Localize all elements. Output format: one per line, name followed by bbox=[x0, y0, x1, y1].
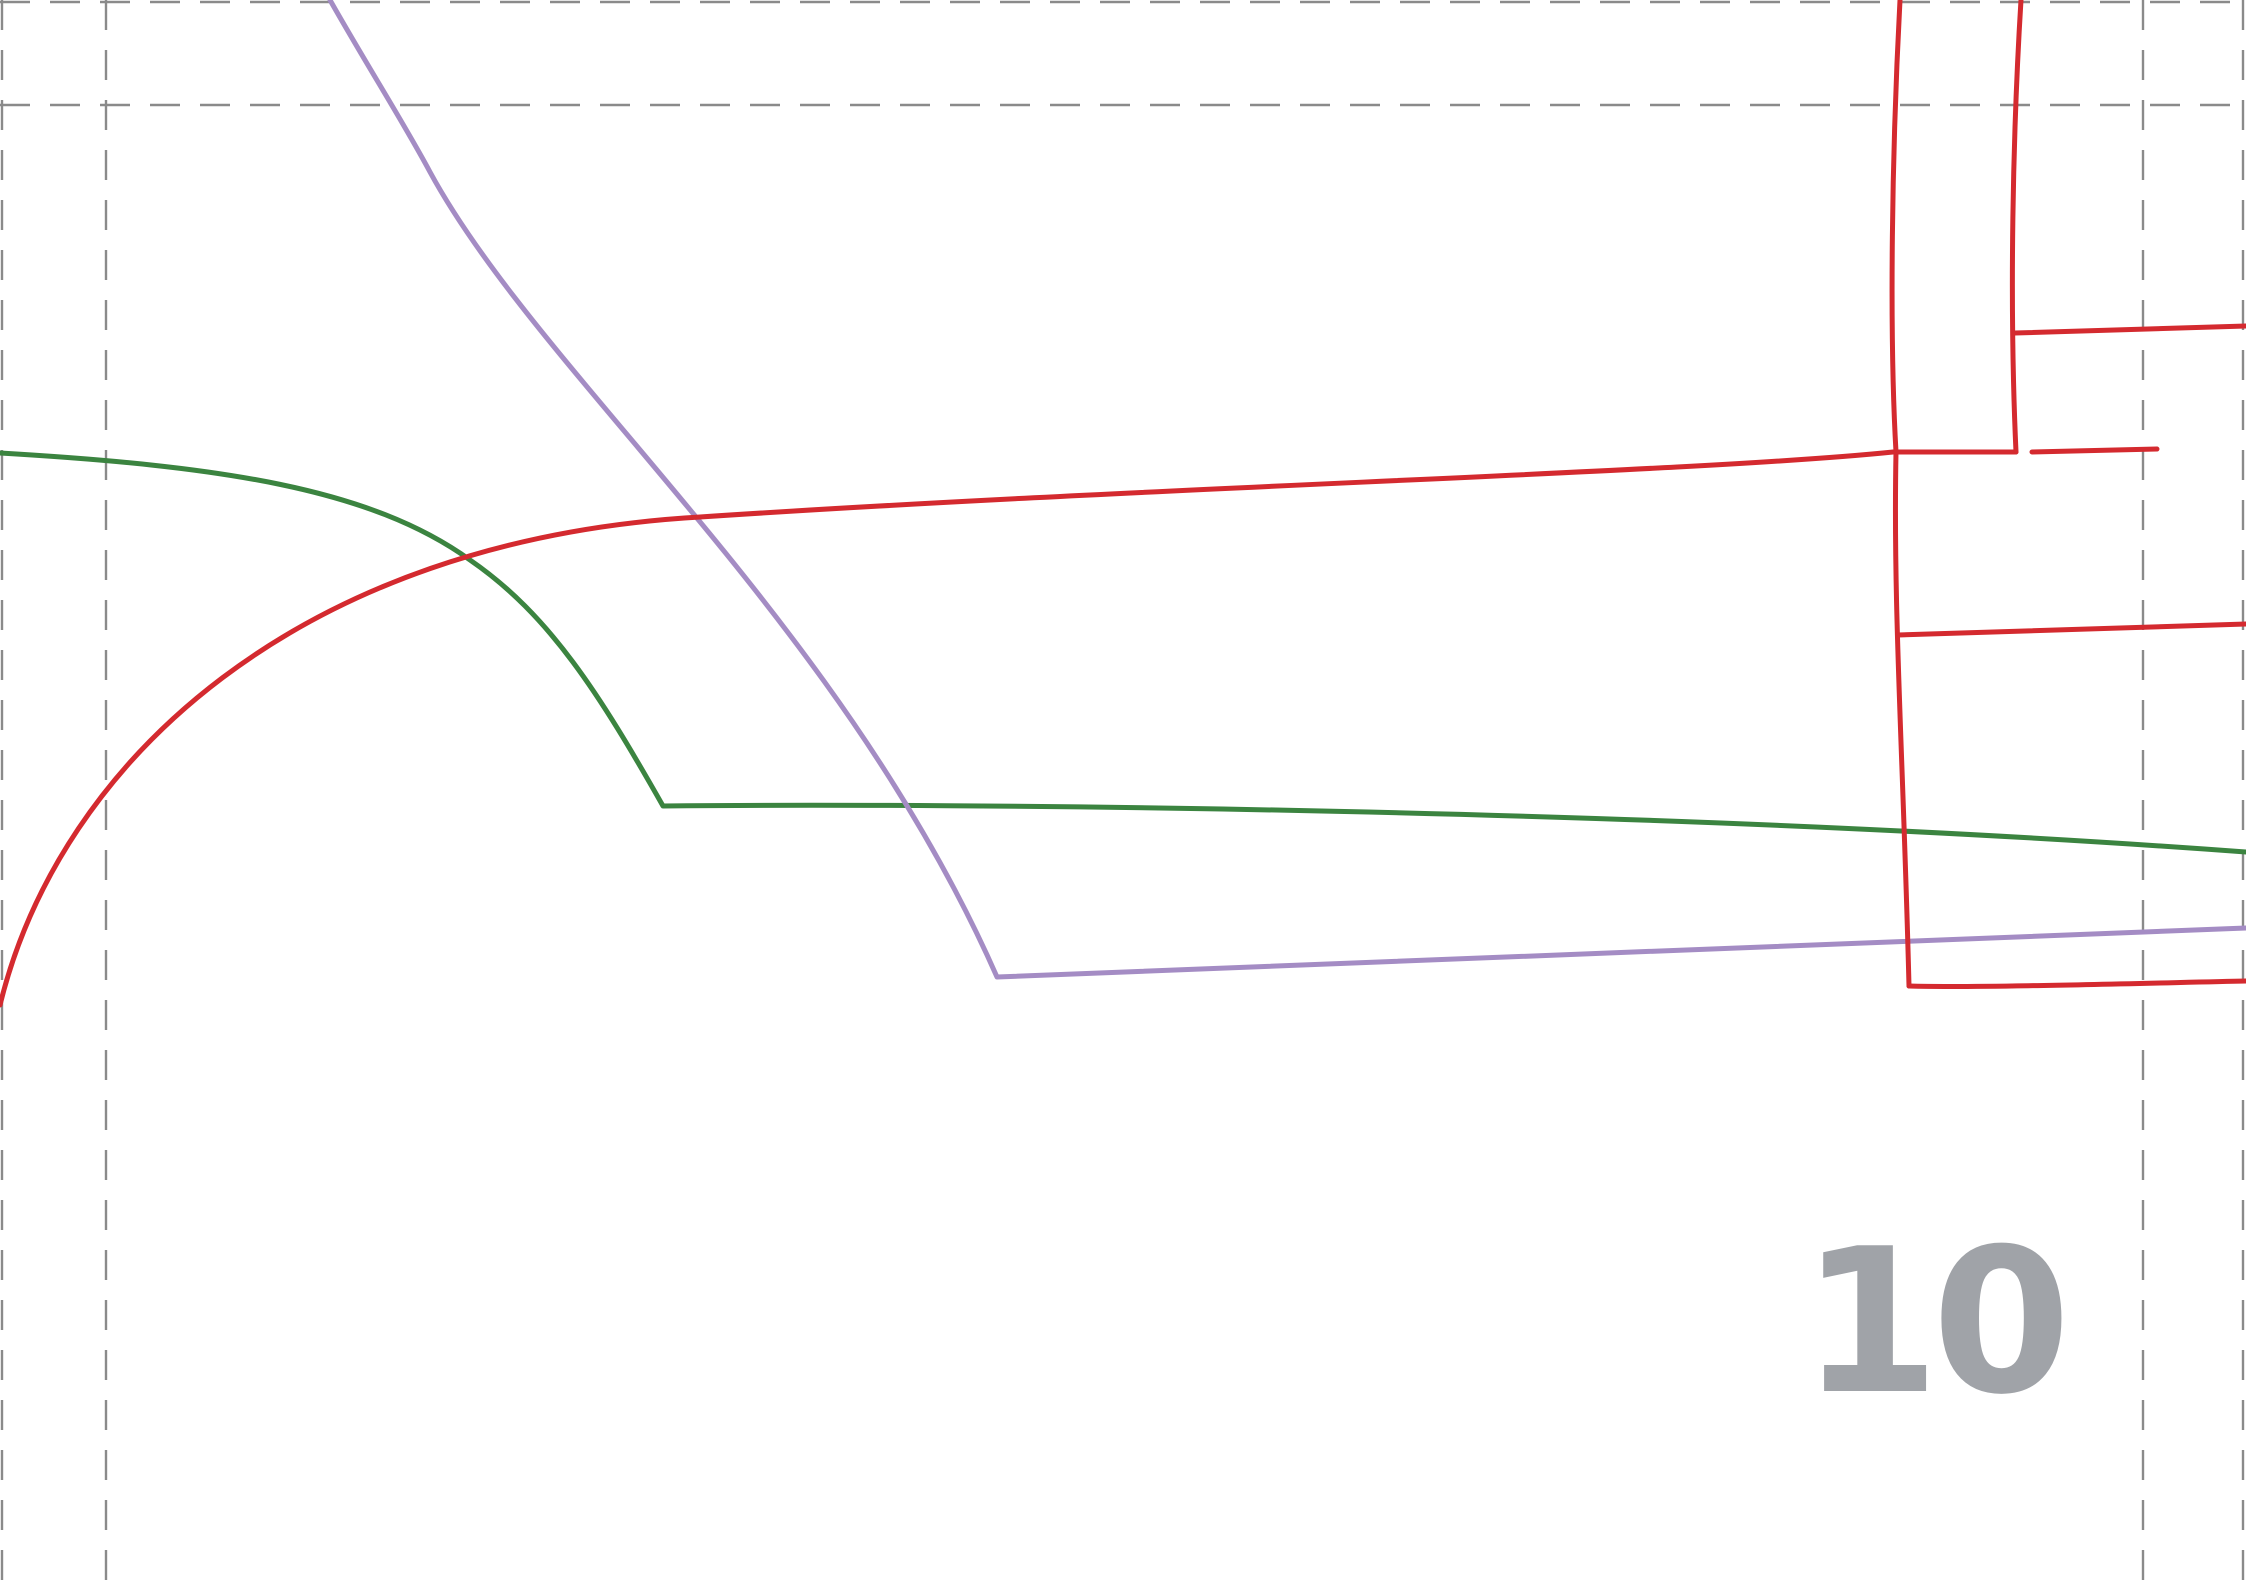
red-pattern-group bbox=[0, 0, 2246, 1008]
red-vertical-line-left bbox=[1889, 0, 1912, 989]
purple-pattern-line bbox=[327, 0, 2246, 980]
red-pattern-line bbox=[0, 449, 2019, 1008]
red-vertical-line-right bbox=[2009, 0, 2024, 455]
red-horizontal-line-2 bbox=[2029, 446, 2160, 455]
red-horizontal-line-1 bbox=[2012, 323, 2246, 336]
red-horizontal-line-3 bbox=[1895, 621, 2246, 638]
red-horizontal-line-4 bbox=[1906, 978, 2246, 989]
green-pattern-line bbox=[0, 450, 2246, 855]
